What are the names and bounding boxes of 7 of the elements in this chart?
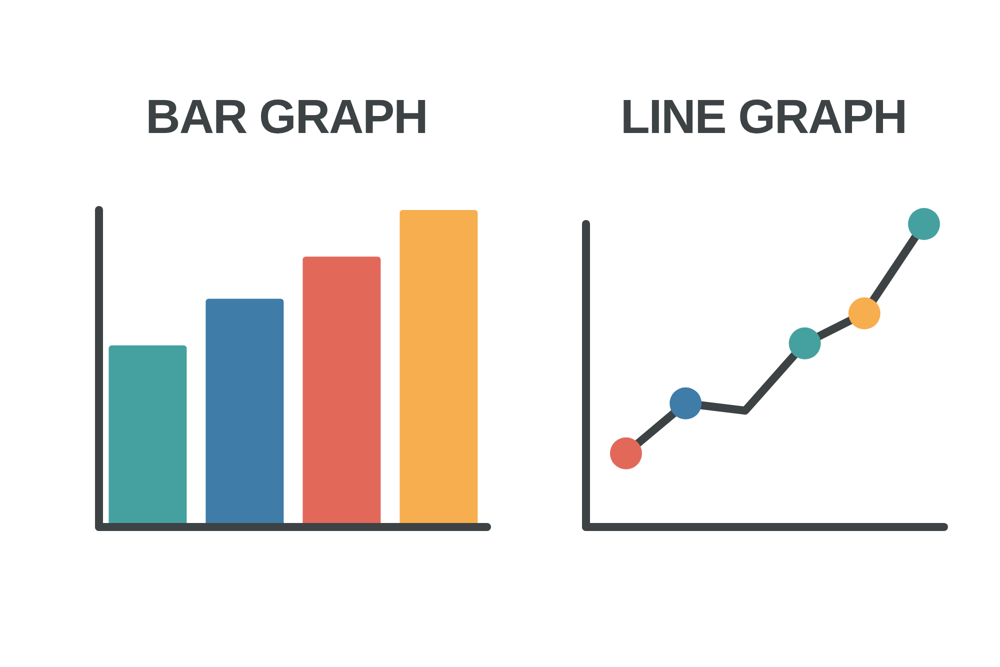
point: [610, 437, 642, 470]
point: [908, 208, 940, 240]
point: [669, 387, 702, 420]
chart-title: BAR GRAPH: [146, 90, 428, 146]
point: [788, 327, 820, 360]
chart-title: LINE GRAPH: [620, 90, 906, 146]
point: [848, 297, 880, 330]
